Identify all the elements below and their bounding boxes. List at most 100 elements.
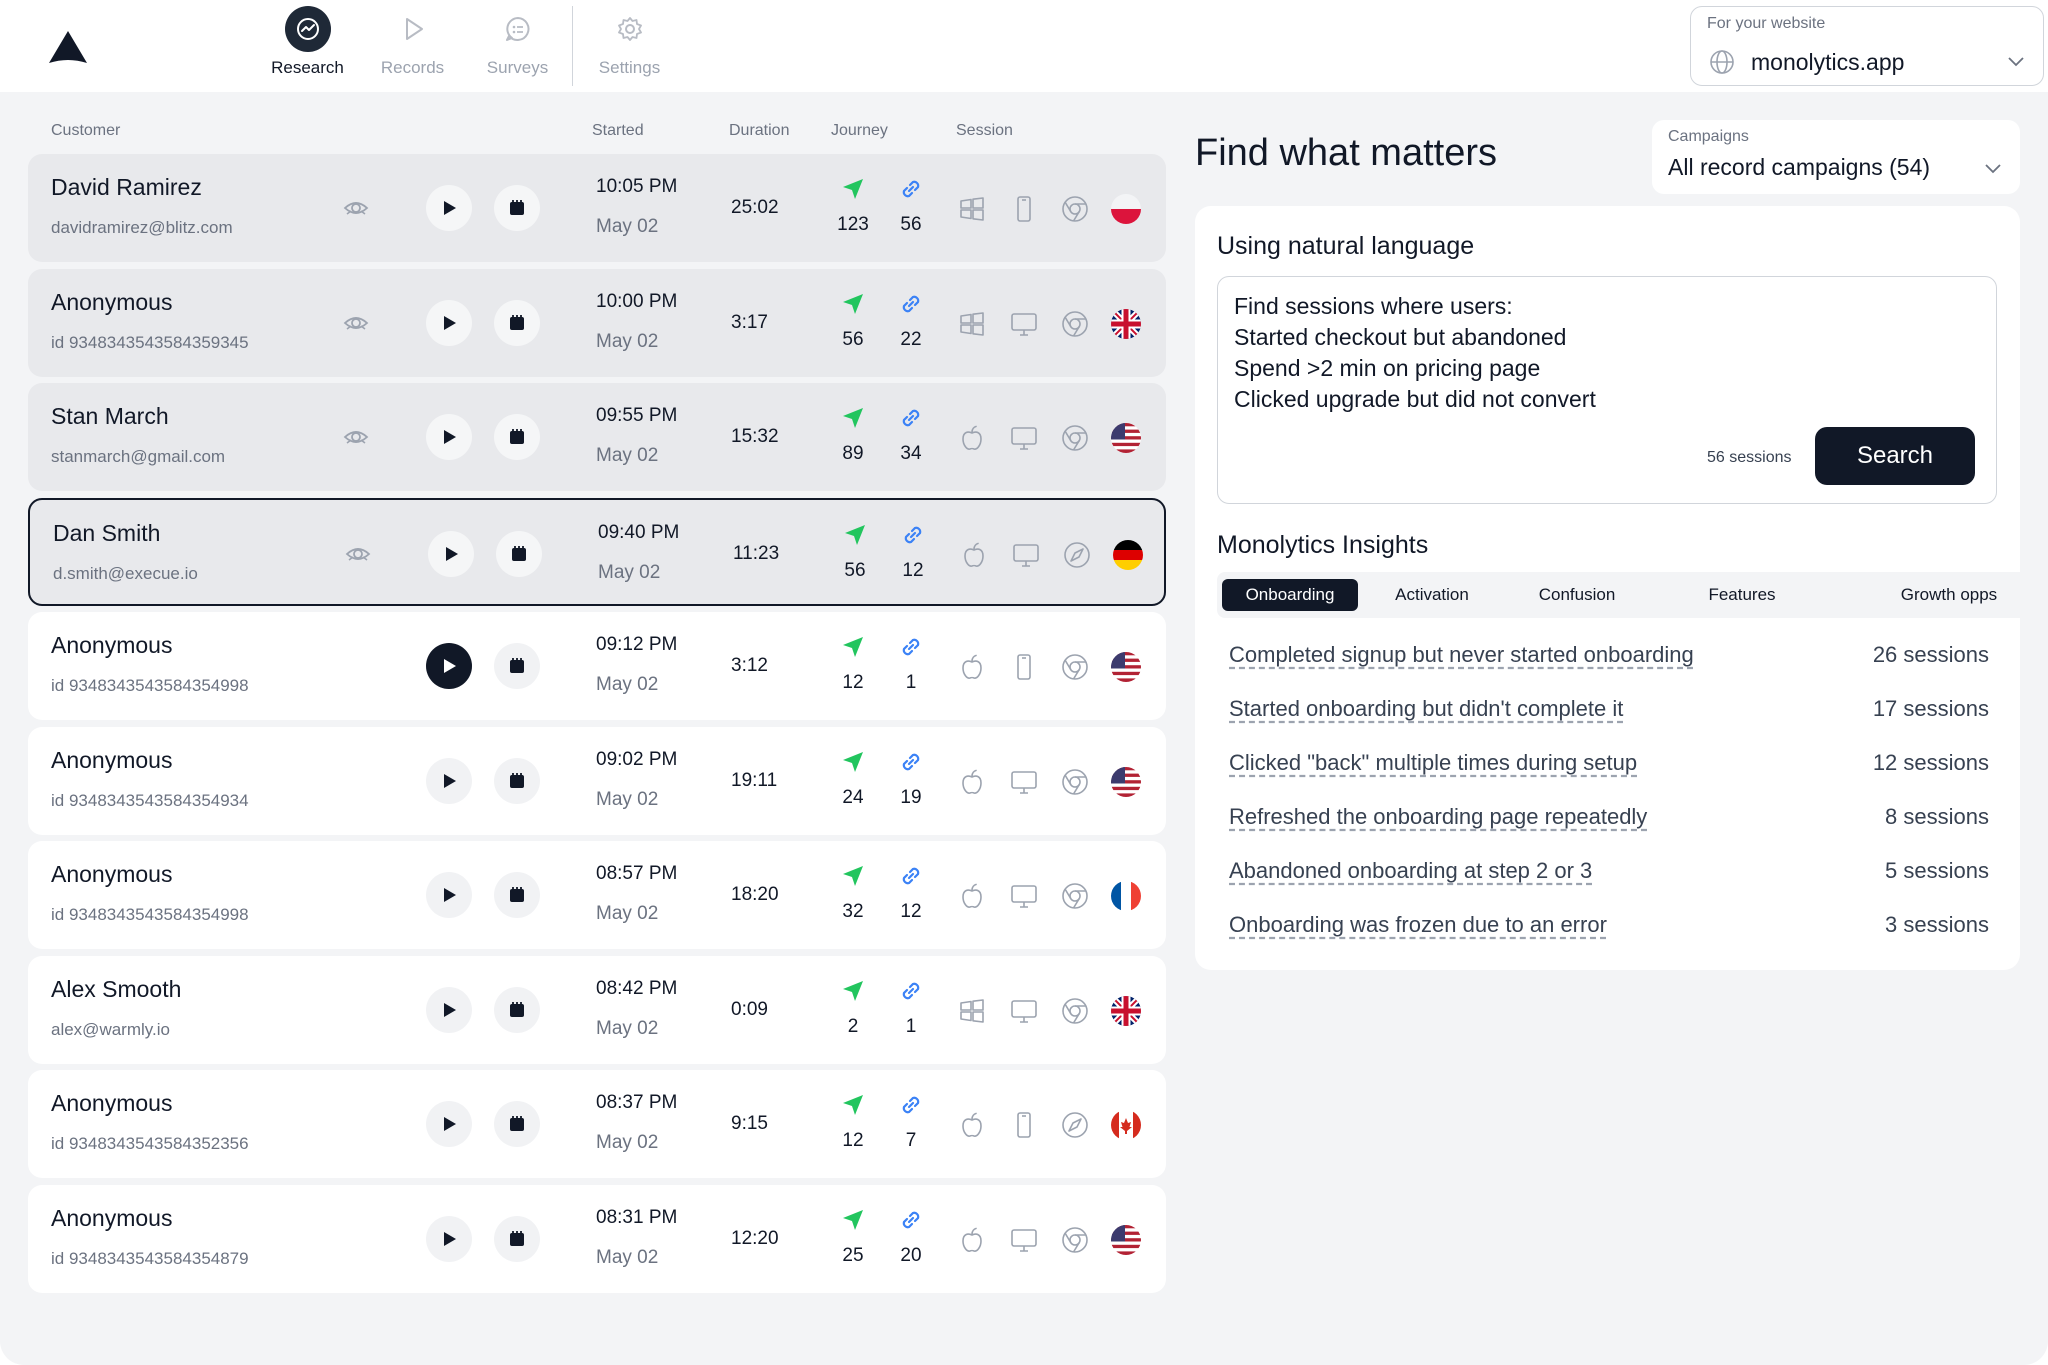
insight-item[interactable]: Onboarding was frozen due to an error 3 … bbox=[1229, 912, 1989, 942]
apple-icon bbox=[957, 423, 987, 453]
link-icon bbox=[900, 522, 926, 548]
france-flag-icon bbox=[1111, 881, 1141, 911]
campaigns-select-value: All record campaigns (54) bbox=[1668, 154, 1931, 180]
duration: 25:02 bbox=[731, 197, 779, 218]
play-button[interactable] bbox=[426, 643, 472, 689]
play-button[interactable] bbox=[426, 757, 472, 804]
customer-detail: davidramirez@blitz.com bbox=[51, 218, 233, 237]
natural-language-input[interactable]: Find sessions where users: Started check… bbox=[1217, 276, 1997, 504]
play-icon bbox=[439, 771, 459, 791]
insight-item[interactable]: Abandoned onboarding at step 2 or 3 5 se… bbox=[1229, 858, 1989, 888]
session-count: 56 sessions bbox=[1707, 449, 1792, 466]
journey-pages: 56 bbox=[842, 328, 864, 350]
play-button[interactable] bbox=[426, 872, 472, 918]
play-icon bbox=[439, 656, 459, 676]
play-icon bbox=[390, 6, 436, 52]
insight-count: 12 sessions bbox=[1872, 750, 1989, 775]
customer-detail: id 9348343543584354934 bbox=[51, 790, 249, 810]
play-button[interactable] bbox=[428, 530, 474, 577]
website-select-value: monolytics.app bbox=[1751, 49, 1905, 75]
nav-settings[interactable]: Settings bbox=[577, 0, 682, 92]
usa-flag-icon bbox=[1111, 423, 1141, 453]
play-icon bbox=[439, 427, 459, 447]
navigation-icon bbox=[840, 749, 866, 775]
chrome-icon bbox=[1060, 767, 1090, 797]
link-icon bbox=[898, 634, 924, 660]
clip-icon bbox=[507, 427, 527, 447]
play-button[interactable] bbox=[426, 986, 472, 1033]
natural-language-heading: Using natural language bbox=[1217, 232, 1475, 260]
tab-confusion[interactable]: Confusion bbox=[1538, 585, 1616, 604]
table-row[interactable]: Dan Smith d.smith@execue.io 09:40 PM May 02… bbox=[28, 497, 1166, 606]
start-date: May 02 bbox=[596, 1246, 659, 1268]
nav-records[interactable]: Records bbox=[360, 0, 465, 92]
duration: 12:20 bbox=[731, 1227, 779, 1249]
journey-pages: 32 bbox=[842, 901, 864, 922]
play-button[interactable] bbox=[426, 1215, 472, 1262]
insight-item[interactable]: Refreshed the onboarding page repeatedly… bbox=[1229, 804, 1989, 834]
table-row[interactable]: Stan March stanmarch@gmail.com 09:55 PM May… bbox=[28, 383, 1166, 491]
insight-item[interactable]: Clicked "back" multiple times during set… bbox=[1229, 750, 1989, 780]
nav-research[interactable]: Research bbox=[255, 0, 360, 92]
tab-features[interactable]: Features bbox=[1708, 585, 1776, 604]
insight-item[interactable]: Started onboarding but didn't complete i… bbox=[1229, 696, 1989, 726]
table-row[interactable]: Anonymous id 9348343543584354934 09:02 PM M… bbox=[28, 726, 1166, 835]
clip-button[interactable] bbox=[494, 757, 540, 804]
insight-item[interactable]: Completed signup but never started onboa… bbox=[1229, 642, 1989, 672]
table-row[interactable]: David Ramirez davidramirez@blitz.com 10:05… bbox=[28, 154, 1166, 262]
website-select-label: For your website bbox=[1707, 15, 1826, 32]
clip-button[interactable] bbox=[494, 1215, 540, 1262]
page-title: Find what matters bbox=[1195, 132, 1497, 174]
journey-pages: 12 bbox=[842, 1130, 864, 1151]
apple-icon bbox=[957, 1225, 987, 1255]
play-button[interactable] bbox=[426, 299, 472, 346]
customer-name: Anonymous bbox=[51, 1204, 173, 1231]
desktop-icon bbox=[1011, 540, 1041, 570]
journey-links: 34 bbox=[900, 443, 922, 464]
clip-button[interactable] bbox=[494, 872, 540, 918]
clip-button[interactable] bbox=[494, 299, 540, 346]
table-row[interactable]: Anonymous id 9348343543584354879 08:31 PM M… bbox=[28, 1184, 1166, 1293]
viewed-eye-icon bbox=[342, 309, 370, 337]
play-button[interactable] bbox=[426, 414, 472, 460]
clip-button[interactable] bbox=[494, 185, 540, 231]
journey-pages: 56 bbox=[844, 559, 866, 581]
nav-surveys[interactable]: Surveys bbox=[465, 0, 570, 92]
table-row[interactable]: Alex Smooth alex@warmly.io 08:42 PM May 02 0… bbox=[28, 955, 1166, 1064]
table-row[interactable]: Anonymous id 9348343543584354998 08:57 PM M… bbox=[28, 841, 1166, 949]
tab-onboarding[interactable]: Onboarding bbox=[1222, 579, 1358, 611]
clip-button[interactable] bbox=[496, 530, 542, 577]
link-icon bbox=[898, 291, 924, 317]
tab-activation[interactable]: Activation bbox=[1395, 585, 1469, 604]
clip-button[interactable] bbox=[494, 986, 540, 1033]
poland-flag-icon bbox=[1111, 194, 1141, 224]
clip-icon bbox=[507, 885, 527, 905]
windows-icon bbox=[957, 309, 987, 339]
uk-flag-icon bbox=[1111, 995, 1141, 1026]
mobile-icon bbox=[1009, 194, 1039, 224]
table-row[interactable]: Anonymous id 9348343543584359345 10:00 PM M… bbox=[28, 268, 1166, 377]
campaigns-select[interactable]: Campaigns All record campaigns (54) bbox=[1652, 120, 2020, 194]
nav-settings-label: Settings bbox=[598, 58, 661, 77]
clip-button[interactable] bbox=[494, 1101, 540, 1147]
duration: 11:23 bbox=[733, 542, 780, 564]
navigation-icon bbox=[842, 522, 868, 548]
insights-heading: Monolytics Insights bbox=[1217, 531, 1429, 559]
website-select[interactable]: For your website monolytics.app bbox=[1690, 6, 2044, 86]
insight-count: 3 sessions bbox=[1885, 912, 1989, 937]
duration: 3:12 bbox=[731, 655, 768, 676]
play-button[interactable] bbox=[426, 1101, 472, 1147]
search-button[interactable]: Search bbox=[1815, 427, 1975, 485]
mobile-icon bbox=[1009, 652, 1039, 682]
clip-button[interactable] bbox=[494, 414, 540, 460]
clip-icon bbox=[507, 1229, 527, 1249]
table-row[interactable]: Anonymous id 9348343543584352356 08:37 PM M… bbox=[28, 1070, 1166, 1178]
tab-growth-opps[interactable]: Growth opps bbox=[1900, 585, 1998, 604]
clip-icon bbox=[507, 198, 527, 218]
table-row[interactable]: Anonymous id 9348343543584354998 09:12 PM M… bbox=[28, 612, 1166, 720]
play-icon bbox=[439, 1114, 459, 1134]
play-button[interactable] bbox=[426, 185, 472, 231]
clip-button[interactable] bbox=[494, 643, 540, 689]
chrome-icon bbox=[1060, 996, 1090, 1026]
journey-links: 12 bbox=[902, 559, 924, 581]
